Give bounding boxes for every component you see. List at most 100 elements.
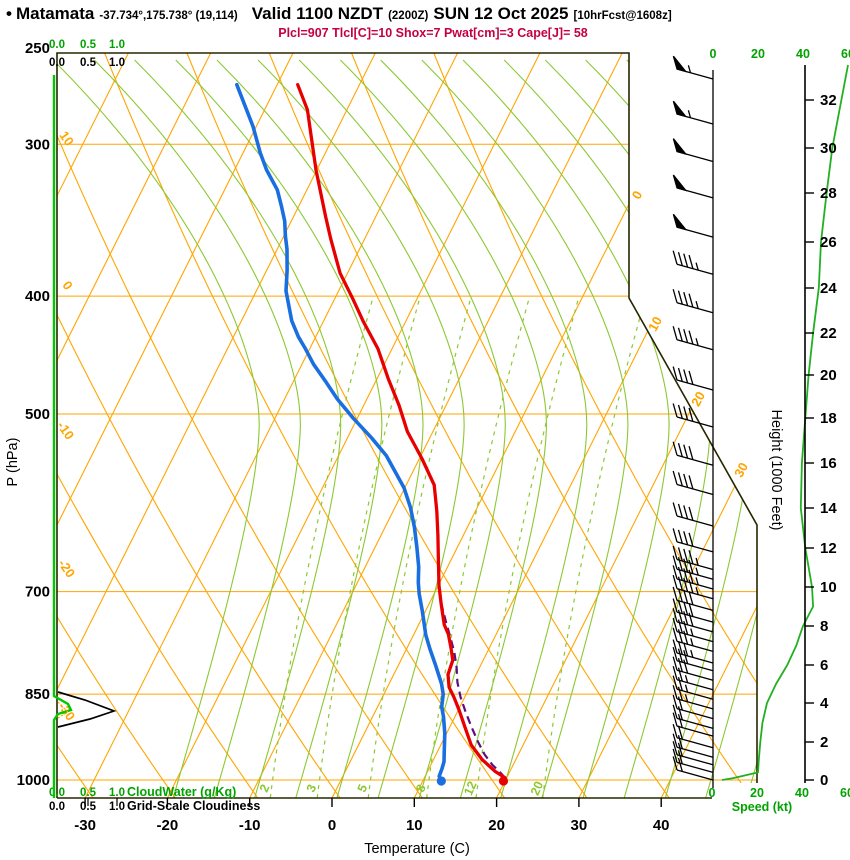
barb-feather bbox=[672, 627, 678, 642]
mixing-ratio-label: 20 bbox=[528, 779, 546, 797]
height-tick-label: 12 bbox=[820, 540, 837, 557]
barb-half-feather bbox=[687, 65, 692, 73]
mixing-ratio-line bbox=[426, 299, 530, 798]
dry-adiabat-line bbox=[186, 53, 588, 798]
barb-half-feather bbox=[684, 694, 689, 702]
barb-feather bbox=[677, 588, 683, 603]
isotherm-line bbox=[57, 53, 212, 798]
cloudiness-scale-bottom: 0.5 bbox=[80, 801, 97, 813]
barb-feather bbox=[672, 250, 678, 265]
barb-feather bbox=[677, 706, 683, 720]
barb-feather bbox=[677, 556, 683, 571]
barb-feather bbox=[677, 734, 683, 749]
moist-adiabat-line bbox=[298, 59, 506, 798]
temp-tick-label: 20 bbox=[488, 817, 505, 834]
barb-feather bbox=[677, 742, 683, 757]
wind-barbs bbox=[672, 55, 714, 788]
barb-feather bbox=[672, 326, 678, 340]
barb-pennant bbox=[672, 213, 688, 231]
barb-feather bbox=[677, 576, 683, 591]
cloudiness-scale-top: 1.0 bbox=[109, 57, 125, 69]
station-bullet-icon: • bbox=[6, 4, 12, 23]
barb-half-feather bbox=[695, 262, 699, 271]
moist-adiabat-line bbox=[175, 59, 383, 798]
cloudwater-scale-bottom: 0.0 bbox=[49, 787, 65, 799]
moist-adiabat-line bbox=[339, 59, 547, 798]
valid-date: SUN 12 Oct 2025 bbox=[433, 4, 569, 23]
barb-feather bbox=[688, 579, 694, 594]
dewpoint-curve bbox=[235, 82, 447, 779]
barb-shaft bbox=[676, 746, 714, 758]
valid-zulu: (2200Z) bbox=[388, 10, 429, 22]
cloud-profiles bbox=[52, 75, 117, 798]
barb-feather bbox=[677, 599, 683, 614]
moist-adiabat-line bbox=[380, 59, 588, 798]
barb-feather bbox=[672, 608, 678, 623]
barb-feather bbox=[688, 506, 694, 521]
barb-feather bbox=[672, 555, 678, 570]
temp-tick-label: -20 bbox=[157, 817, 179, 834]
barb-shaft bbox=[676, 725, 714, 737]
moist-adiabat-line bbox=[544, 59, 752, 798]
isotherm-label: 30 bbox=[731, 460, 751, 480]
cloudwater-profile bbox=[52, 75, 73, 798]
barb-shaft bbox=[676, 754, 714, 766]
dry-adiabat-line bbox=[268, 53, 670, 798]
cloudwater-axis-title: CloudWater (g/Kg) bbox=[127, 785, 236, 799]
barb-shaft bbox=[676, 558, 714, 571]
barb-half-feather bbox=[684, 684, 689, 693]
dry-adiabats bbox=[57, 53, 757, 798]
height-axis-title: Height (1000 Feet) bbox=[768, 410, 784, 531]
barb-feather bbox=[677, 404, 683, 419]
cloudiness-axis-title: Grid-Scale Cloudiness bbox=[127, 799, 260, 813]
barb-shaft bbox=[676, 263, 714, 275]
barb-feather bbox=[677, 609, 683, 624]
barb-feather bbox=[683, 630, 689, 645]
cloudiness-scale-bottom: 0.0 bbox=[49, 801, 65, 813]
barb-shaft bbox=[676, 660, 714, 672]
forecast-tag: [10hrFcst@1608z] bbox=[573, 10, 672, 22]
dry-adiabat-line bbox=[57, 53, 341, 798]
barb-feather bbox=[688, 602, 694, 617]
cloudiness-scale-top: 0.0 bbox=[49, 57, 65, 69]
isotherm-line bbox=[57, 53, 294, 798]
height-tick-label: 18 bbox=[820, 410, 837, 427]
barb-feather bbox=[672, 565, 678, 580]
height-tick-label: 32 bbox=[820, 92, 837, 109]
barb-feather bbox=[683, 601, 689, 616]
barb-feather bbox=[683, 253, 689, 268]
height-tick-label: 26 bbox=[820, 234, 837, 251]
isotherm-line bbox=[57, 53, 129, 798]
barb-feather bbox=[677, 676, 683, 691]
cloudwater-scale-bottom: 0.5 bbox=[80, 787, 97, 799]
mixing-ratio-line bbox=[269, 299, 373, 798]
barb-feather bbox=[672, 733, 678, 748]
barb-feather bbox=[677, 640, 683, 655]
barb-feather bbox=[688, 445, 694, 460]
barb-feather bbox=[677, 750, 683, 765]
station-name: Matamata bbox=[15, 4, 95, 23]
moist-adiabat-line bbox=[585, 59, 757, 798]
barb-feather bbox=[677, 619, 683, 634]
barb-feather bbox=[672, 756, 678, 771]
barb-shaft bbox=[676, 515, 714, 527]
barb-feather bbox=[672, 704, 678, 719]
dry-adiabat-line bbox=[104, 53, 506, 798]
barb-feather bbox=[677, 472, 683, 487]
barb-feather bbox=[683, 558, 689, 573]
barb-half-feather bbox=[684, 675, 689, 683]
pressure-tick-label: 500 bbox=[25, 406, 50, 423]
barb-feather bbox=[672, 694, 678, 709]
barb-shaft bbox=[676, 483, 714, 496]
station-coords: -37.734°,175.738° (19,114) bbox=[99, 10, 238, 22]
barb-feather bbox=[677, 696, 683, 711]
temp-axis: -30 -20 -10 0 10 20 30 40 Temperature (C) bbox=[74, 798, 670, 857]
barb-feather bbox=[677, 686, 683, 701]
dry-adiabat-line bbox=[57, 53, 259, 798]
barb-feather bbox=[688, 591, 694, 605]
speed-axis-title: Speed (kt) bbox=[732, 800, 792, 814]
barb-feather bbox=[672, 502, 678, 517]
barb-shaft bbox=[676, 416, 714, 428]
